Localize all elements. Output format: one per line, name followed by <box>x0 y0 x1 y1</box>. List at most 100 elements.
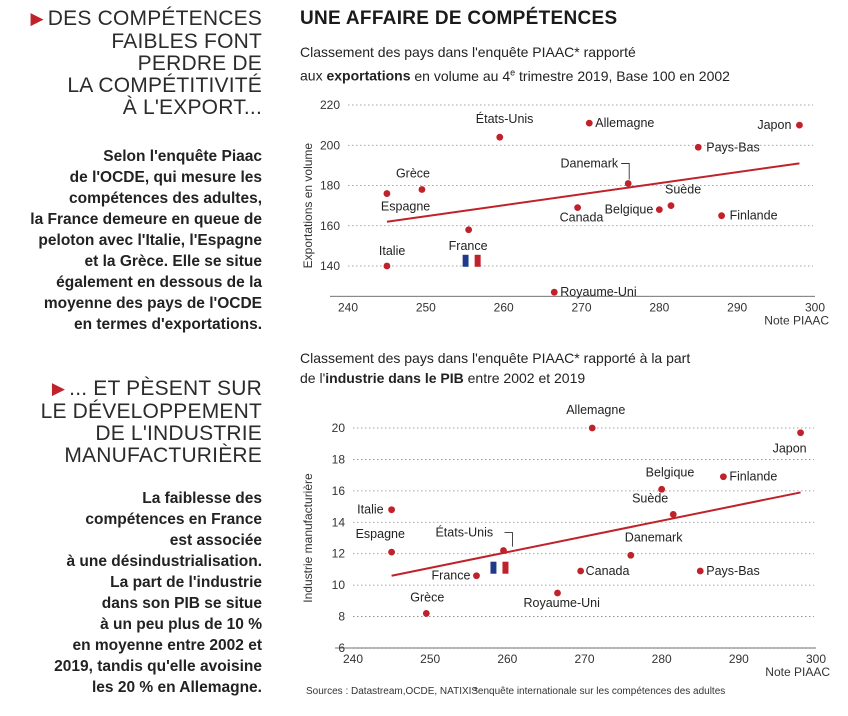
heading-line: FAIBLES FONT <box>111 30 262 53</box>
data-point-label: Pays-Bas <box>706 140 760 154</box>
data-point <box>383 190 391 197</box>
data-point <box>554 589 561 597</box>
data-point <box>669 511 677 518</box>
data-point <box>627 551 635 559</box>
y-tick-label: 18 <box>332 452 346 466</box>
data-point-label: Italie <box>379 244 405 258</box>
x-tick-label: 240 <box>338 300 358 314</box>
data-point-label: États-Unis <box>476 111 534 126</box>
chart2-subtitle: Classement des pays dans l'enquête PIAAC… <box>300 348 690 388</box>
data-point <box>473 572 480 580</box>
data-point-label: Pays-Bas <box>706 564 760 578</box>
data-point <box>383 262 391 270</box>
data-point <box>718 212 725 220</box>
footer-sources: Sources : Datastream,OCDE, NATIXIS <box>306 686 479 697</box>
paragraph-line: les 20 % en Allemagne. <box>91 679 262 696</box>
heading-line: PERDRE DE <box>137 52 262 75</box>
data-point-label: Japon <box>773 442 807 456</box>
data-point-label: États-Unis <box>435 525 493 540</box>
paragraph-line: la France demeure en queue de <box>30 211 262 228</box>
subtitle-line: aux exportations en volume au 4e trimest… <box>300 67 730 84</box>
data-point-label: Allemagne <box>566 403 625 417</box>
x-tick-label: 290 <box>729 652 749 666</box>
x-tick-label: 280 <box>652 652 672 666</box>
y-axis-label: Industrie manufacturière <box>301 473 315 603</box>
paragraph-line: Selon l'enquête Piaac <box>103 148 262 165</box>
triangle-arrow-icon: ▶ <box>51 379 66 398</box>
data-point <box>797 429 804 437</box>
paragraph-line: de l'OCDE, qui mesure les <box>69 169 262 186</box>
y-tick-label: 20 <box>332 421 346 435</box>
data-point <box>388 548 395 556</box>
data-point <box>496 133 504 141</box>
y-tick-label: 10 <box>332 578 346 592</box>
paragraph-export: Selon l'enquête Piaac de l'OCDE, qui mesu… <box>0 146 262 335</box>
paragraph-line: La part de l'industrie <box>110 574 262 591</box>
data-point-label: Suède <box>665 183 701 197</box>
flag-stripe-red <box>502 561 509 574</box>
flag-stripe-white <box>496 561 503 574</box>
paragraph-line: 2019, tandis qu'elle avoisine <box>54 658 262 675</box>
data-point-label: France <box>432 569 471 583</box>
data-point-label: Allemagne <box>595 116 654 130</box>
x-tick-label: 280 <box>649 300 669 314</box>
data-point-label: Canada <box>586 564 630 578</box>
data-point <box>418 186 426 193</box>
footer-note: *enquête internationale sur les compéten… <box>474 686 726 697</box>
paragraph-line: et la Grèce. Elle se situe <box>84 253 263 270</box>
heading-line: ... ET PÈSENT SUR <box>69 377 262 400</box>
data-point-label: Japon <box>757 118 791 132</box>
paragraph-line: moyenne des pays de l'OCDE <box>43 295 262 312</box>
y-tick-label: 180 <box>320 179 340 193</box>
x-tick-label: 240 <box>343 652 363 666</box>
data-point <box>550 288 558 296</box>
data-point-label: Finlande <box>730 209 778 223</box>
y-tick-label: 14 <box>332 515 346 529</box>
data-point-label: Belgique <box>646 465 695 479</box>
y-tick-label: 12 <box>332 547 346 561</box>
y-tick-label: 220 <box>320 98 340 112</box>
data-point <box>500 547 507 554</box>
chart-area: UNE AFFAIRE DE COMPÉTENCES Classement de… <box>296 0 848 716</box>
paragraph-line: La faiblesse des <box>142 490 262 507</box>
trend-line <box>391 491 801 577</box>
x-tick-label: 300 <box>806 652 826 666</box>
paragraph-line: à une désindustrialisation. <box>66 553 262 570</box>
subtitle-line: Classement des pays dans l'enquête PIAAC… <box>300 44 636 60</box>
data-point-label: Danemark <box>625 530 683 544</box>
paragraph-line: compétences en France <box>85 511 262 528</box>
heading-line: LA COMPÉTITIVITÉ <box>67 74 262 97</box>
triangle-arrow-icon: ▶ <box>30 9 44 28</box>
y-axis-label: Exportations en volume <box>301 143 315 269</box>
trend-line <box>386 162 800 223</box>
leader-line <box>504 532 513 547</box>
data-point <box>658 485 666 493</box>
france-flag-icon <box>462 254 481 267</box>
x-axis-label: Note PIAAC <box>765 665 830 679</box>
data-point-label: Grèce <box>410 590 444 604</box>
paragraph-line: peloton avec l'Italie, l'Espagne <box>38 232 262 249</box>
data-point-label: Grèce <box>396 167 430 181</box>
section-heading-export: ▶ DES COMPÉTENCES FAIBLES FONT PERDRE DE … <box>0 8 262 119</box>
leader-line <box>621 163 630 180</box>
y-tick-label: 140 <box>320 259 340 273</box>
data-point <box>655 206 663 214</box>
x-tick-label: 260 <box>497 652 517 666</box>
subtitle-line: de l'industrie dans le PIB entre 2002 et… <box>300 370 586 386</box>
paragraph-line: dans son PIB se situe <box>101 595 262 612</box>
data-point-label: Danemark <box>561 156 619 170</box>
heading-line: DES COMPÉTENCES <box>47 7 262 30</box>
data-point-label: Royaume-Uni <box>560 285 636 299</box>
x-tick-label: 270 <box>574 652 594 666</box>
page-title: UNE AFFAIRE DE COMPÉTENCES <box>300 8 618 29</box>
data-point-label: Suède <box>632 491 668 505</box>
data-point <box>388 506 395 514</box>
data-point <box>696 567 704 575</box>
data-point <box>577 567 585 575</box>
x-tick-label: 250 <box>420 652 440 666</box>
y-tick-label: 160 <box>320 219 340 233</box>
paragraph-industry: La faiblesse des compétences en France est… <box>0 488 262 698</box>
section-heading-industry: ▶... ET PÈSENT SUR LE DÉVELOPPEMENT DE L… <box>0 378 262 467</box>
data-point <box>585 119 593 127</box>
